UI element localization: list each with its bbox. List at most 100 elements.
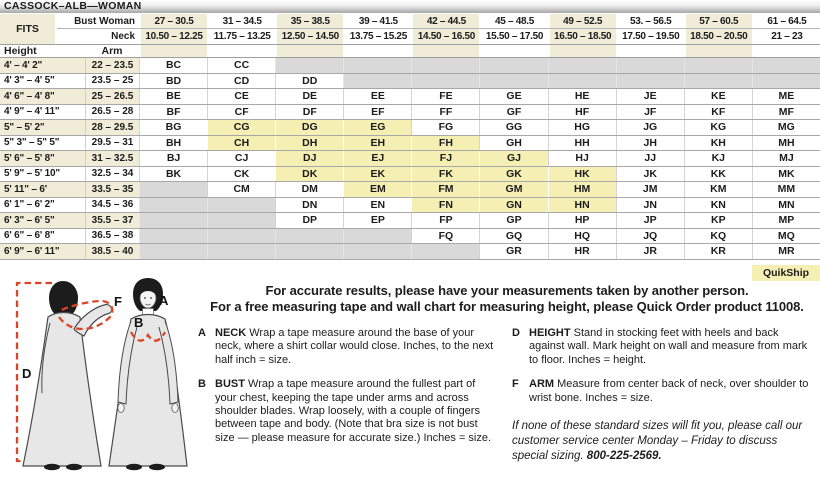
size-cell: HN — [547, 197, 616, 212]
arm-cell: 29.5 – 31 — [85, 135, 139, 150]
instruction-text: Wrap a tape measure around the base of y… — [215, 327, 494, 366]
empty-cell — [479, 73, 548, 88]
hand — [171, 403, 179, 413]
size-cell: JG — [615, 120, 684, 135]
empty-cell — [207, 228, 276, 243]
empty-cell — [275, 244, 344, 259]
back-figure-hair — [49, 281, 78, 316]
size-cell: GJ — [479, 151, 548, 166]
size-cell: JF — [615, 104, 684, 119]
size-cell: KQ — [683, 228, 752, 243]
empty-cell — [411, 73, 480, 88]
special-sizing-note: If none of these standard sizes will fit… — [512, 419, 816, 464]
size-cell: BG — [139, 120, 207, 135]
empty-cell — [207, 197, 276, 212]
size-cell: FK — [411, 166, 480, 181]
empty-cell — [751, 73, 820, 88]
intro-line-1: For accurate results, please have your m… — [265, 283, 749, 298]
size-cell: CK — [207, 166, 275, 181]
size-cell: JQ — [615, 228, 684, 243]
height-cell: 4' 6" – 4' 8" — [0, 89, 85, 104]
size-cell: DM — [275, 182, 343, 197]
size-cell: EM — [343, 182, 412, 197]
size-cell: DK — [275, 166, 344, 181]
table-row: 5" – 5' 2" 28 – 29.5 BG CG DG EG FG GG HG JG KG MG — [0, 120, 820, 136]
size-cell: MR — [751, 244, 820, 259]
neck-range-cell: 11.75 – 13.25 — [207, 29, 275, 44]
bust-range-cell: 35 – 38.5 — [275, 14, 344, 28]
table-row: 4' 3" – 4' 5" 23.5 – 25 BD CD DD — [0, 73, 820, 89]
size-cell: JE — [615, 89, 684, 104]
table-row: 6' 3" – 6' 5" 35.5 – 37 DP EP FP GP HP JP KP MP — [0, 213, 820, 229]
front-figure-right-sleeve — [158, 320, 179, 405]
size-cell: CM — [207, 182, 275, 197]
back-figure-foot — [44, 463, 60, 471]
size-cell: DG — [275, 120, 344, 135]
bust-range-cell: 57 – 60.5 — [683, 14, 752, 28]
instruction-height: D HEIGHT Stand in stocking feet with hee… — [512, 327, 816, 367]
stripe-cell — [343, 45, 411, 57]
size-cell: GF — [479, 104, 547, 119]
neck-range-cell: 18.50 – 20.50 — [683, 29, 752, 44]
table-header: FITS Bust Woman Neck 27 – 30.5 31 – 34.5 3… — [0, 14, 820, 44]
size-cell: BC — [139, 58, 207, 73]
arm-cell: 25 – 26.5 — [85, 89, 139, 104]
instruction-letter: F — [512, 378, 519, 391]
height-cell: 6' 3" – 6' 5" — [0, 213, 85, 228]
size-cell: FP — [411, 213, 479, 228]
table-header-left: FITS Bust Woman Neck — [0, 14, 139, 44]
size-cell: KG — [683, 120, 752, 135]
stripe-cell — [275, 45, 344, 57]
size-cell: DJ — [275, 151, 344, 166]
note-text: If none of these standard sizes will fit… — [512, 420, 803, 463]
stripe-cell — [139, 45, 208, 57]
height-cell: 4' 3" – 4' 5" — [4, 75, 55, 87]
size-cell: GN — [479, 197, 548, 212]
arm-cell: 32.5 – 34 — [85, 166, 139, 181]
empty-cell — [275, 58, 344, 73]
instruction-text: Wrap a tape measure around the fullest p… — [215, 378, 492, 444]
height-cell: 6' 1" – 6' 2" — [4, 199, 55, 211]
neck-range-cell: 21 – 23 — [751, 29, 820, 44]
size-cell: BJ — [139, 151, 207, 166]
front-figure-foot — [126, 463, 142, 471]
size-cell: EJ — [343, 151, 412, 166]
size-cell: JN — [615, 197, 684, 212]
size-cell: MG — [751, 120, 820, 135]
bust-range-cell: 42 – 44.5 — [411, 14, 480, 28]
intro-text: For accurate results, please have your m… — [198, 283, 816, 314]
size-cell: DE — [275, 89, 343, 104]
size-cell: GE — [479, 89, 547, 104]
stripe-cell — [479, 45, 547, 57]
size-cell: JP — [615, 213, 684, 228]
table-row: 6' 6" – 6' 8" 36.5 – 38 FQ GQ HQ JQ KQ MQ — [0, 228, 820, 244]
arm-measure-line — [58, 299, 114, 331]
back-figure-arm-line — [41, 322, 51, 394]
arm-cell: 36.5 – 38 — [85, 228, 139, 243]
stripe-cell — [615, 45, 684, 57]
empty-cell — [275, 228, 344, 243]
size-cell: EG — [343, 120, 412, 135]
size-cell: GQ — [479, 228, 547, 243]
empty-cell — [479, 58, 548, 73]
empty-cell — [343, 73, 412, 88]
fits-label: FITS — [0, 14, 57, 44]
size-cell: JM — [615, 182, 684, 197]
size-cell: BF — [139, 104, 207, 119]
back-figure-gown — [22, 311, 102, 467]
size-cell: FM — [411, 182, 480, 197]
arm-column-label: Arm — [101, 45, 123, 57]
neck-range-cell: 16.50 – 18.50 — [547, 29, 616, 44]
size-cell: GR — [479, 244, 547, 259]
size-cell: JR — [615, 244, 684, 259]
bust-range-cell: 45 – 48.5 — [479, 14, 547, 28]
hand — [117, 403, 125, 413]
size-cell: EE — [343, 89, 411, 104]
empty-cell — [139, 182, 208, 197]
bust-range-cell: 49 – 52.5 — [547, 14, 616, 28]
size-cell: GP — [479, 213, 547, 228]
bust-range-cell: 39 – 41.5 — [343, 14, 411, 28]
empty-cell — [343, 244, 412, 259]
arm-cell: 38.5 – 40 — [85, 244, 139, 259]
empty-cell — [139, 213, 208, 228]
